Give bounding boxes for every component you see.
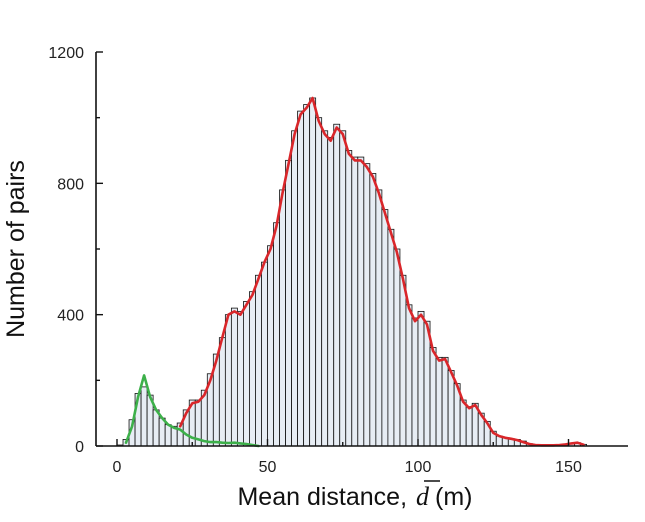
x-tick-label: 50: [259, 459, 277, 476]
x-axis-title-text: Mean distance,: [237, 483, 407, 511]
histogram-bar: [393, 248, 401, 447]
histogram-bar: [399, 274, 407, 447]
histogram-bar: [363, 163, 371, 447]
histogram-bar: [236, 310, 244, 447]
x-tick-label: 0: [113, 459, 122, 476]
histogram-bar: [309, 97, 317, 447]
histogram-bar: [387, 228, 395, 447]
histogram-bar: [224, 314, 232, 447]
histogram-bar: [345, 150, 353, 447]
histogram-bar: [381, 209, 389, 447]
histogram-bar: [243, 301, 250, 447]
y-tick-label: 0: [75, 439, 84, 456]
histogram-bar: [351, 156, 359, 447]
histogram-bar: [321, 130, 329, 447]
series-lines: [124, 96, 585, 448]
histogram-bar: [164, 424, 172, 447]
x-tick-label: 100: [405, 459, 432, 476]
histogram-bar: [273, 222, 280, 447]
histogram-bar: [357, 156, 365, 447]
histogram-bar: [291, 130, 298, 447]
histogram-bar: [411, 317, 419, 447]
histogram-bar: [423, 320, 431, 447]
histogram-bar: [333, 123, 341, 447]
x-axis-title: Mean distance, d (m): [237, 482, 472, 511]
histogram-bar: [327, 136, 335, 447]
histogram-bar: [152, 409, 160, 447]
histogram-bar: [465, 406, 473, 447]
series-line-green: [124, 374, 260, 448]
x-tick-label: 150: [555, 459, 582, 476]
histogram-bar: [417, 310, 425, 447]
x-ticks: 0 50 100 150: [113, 439, 582, 476]
histogram-bar: [303, 104, 311, 447]
axes: 0 400 800 1200 0 50 100 150: [48, 45, 628, 476]
histogram-bar: [140, 386, 148, 447]
y-tick-label: 400: [57, 308, 84, 325]
x-axis-title-symbol: d: [416, 482, 430, 511]
histogram-bar: [429, 347, 437, 447]
histogram-bar: [315, 117, 323, 447]
histogram-bar: [459, 399, 467, 447]
histogram-bar: [405, 304, 413, 447]
histogram-bar: [218, 337, 226, 447]
histogram-bar: [441, 356, 449, 447]
x-axis-title-unit: (m): [435, 483, 472, 511]
histogram-bar: [285, 159, 292, 447]
histogram-bar: [261, 261, 268, 447]
histogram-bar: [279, 189, 286, 447]
histogram-bar: [267, 245, 274, 447]
y-tick-label: 800: [57, 176, 84, 193]
histogram-bar: [230, 307, 238, 447]
series-line-red: [178, 96, 585, 447]
histogram-bar: [249, 291, 256, 447]
histogram-bar: [297, 110, 305, 447]
y-axis-title: Number of pairs: [2, 160, 30, 338]
y-tick-label: 1200: [48, 45, 84, 62]
histogram-bar: [435, 356, 443, 447]
histogram-bar: [375, 189, 383, 447]
histogram-bar: [447, 370, 455, 447]
histogram-bar: [339, 130, 347, 447]
histogram-bar: [255, 274, 262, 447]
y-ticks: 0 400 800 1200: [48, 45, 103, 456]
histogram-bar: [369, 173, 377, 447]
histogram-bars: [116, 97, 587, 447]
